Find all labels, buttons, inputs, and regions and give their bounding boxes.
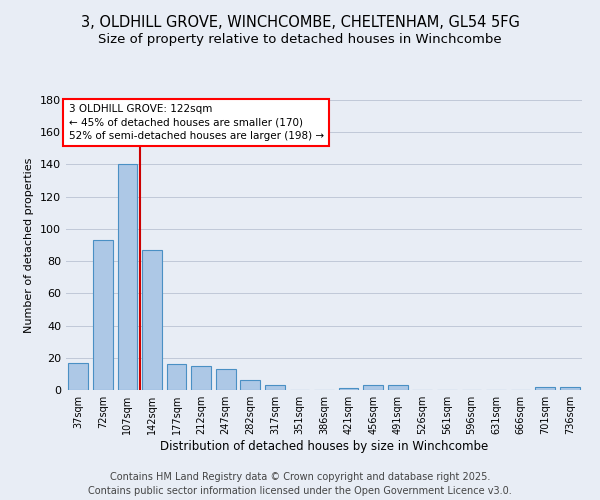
Bar [216, 369, 236, 390]
Bar [191, 366, 211, 390]
Bar [265, 385, 284, 390]
Bar [167, 364, 187, 390]
Bar [535, 387, 555, 390]
Bar [118, 164, 137, 390]
Bar [142, 250, 162, 390]
Text: Contains public sector information licensed under the Open Government Licence v3: Contains public sector information licen… [88, 486, 512, 496]
Text: 3 OLDHILL GROVE: 122sqm
← 45% of detached houses are smaller (170)
52% of semi-d: 3 OLDHILL GROVE: 122sqm ← 45% of detache… [68, 104, 324, 141]
Y-axis label: Number of detached properties: Number of detached properties [25, 158, 34, 332]
X-axis label: Distribution of detached houses by size in Winchcombe: Distribution of detached houses by size … [160, 440, 488, 453]
Text: 3, OLDHILL GROVE, WINCHCOMBE, CHELTENHAM, GL54 5FG: 3, OLDHILL GROVE, WINCHCOMBE, CHELTENHAM… [80, 15, 520, 30]
Bar [339, 388, 358, 390]
Bar [388, 385, 407, 390]
Text: Contains HM Land Registry data © Crown copyright and database right 2025.: Contains HM Land Registry data © Crown c… [110, 472, 490, 482]
Bar [93, 240, 113, 390]
Bar [364, 385, 383, 390]
Bar [560, 387, 580, 390]
Bar [241, 380, 260, 390]
Text: Size of property relative to detached houses in Winchcombe: Size of property relative to detached ho… [98, 32, 502, 46]
Bar [68, 362, 88, 390]
